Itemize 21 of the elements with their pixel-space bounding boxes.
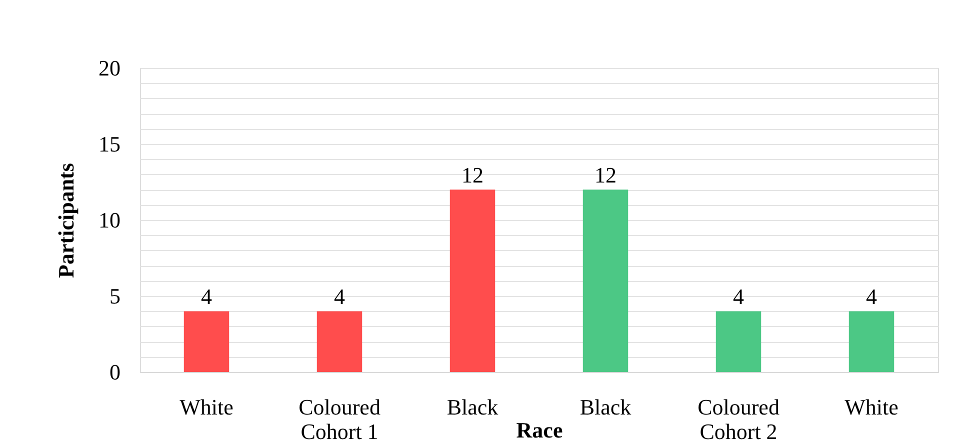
x-tick-label: Coloured — [298, 394, 380, 420]
x-tick-label: Black — [446, 394, 498, 420]
y-axis-title: Participants — [54, 162, 78, 278]
y-tick-label: 10 — [98, 208, 120, 232]
text: Cohort 2 — [700, 419, 778, 444]
x-tick-label: Coloured — [698, 394, 780, 420]
y-tick-label: 15 — [98, 132, 120, 156]
y-tick-label: 5 — [110, 284, 120, 308]
data-label: 4 — [733, 284, 744, 310]
data-label: 4 — [334, 284, 345, 310]
y-tick-label: 0 — [110, 360, 120, 384]
x-axis-title: Race — [516, 418, 563, 442]
y-tick-label: 20 — [98, 56, 120, 80]
data-label: 12 — [594, 162, 616, 188]
data-label: 4 — [201, 284, 212, 310]
x-tick-label: Black — [580, 394, 632, 420]
x-tick-label: White — [844, 394, 898, 420]
data-label: 4 — [866, 284, 877, 310]
x-tick-label: White — [180, 394, 234, 420]
data-label: 12 — [462, 162, 484, 188]
text: Cohort 1 — [300, 419, 378, 444]
